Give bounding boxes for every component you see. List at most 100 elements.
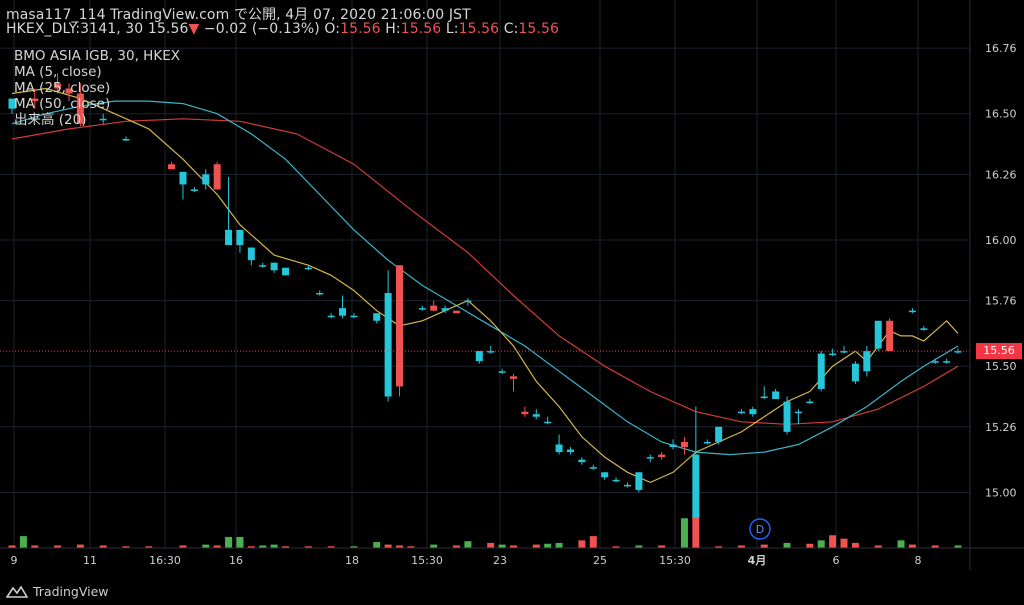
volume-bar bbox=[612, 546, 620, 548]
tradingview-logo-icon bbox=[6, 585, 28, 598]
candle-body bbox=[236, 229, 244, 246]
legend-ma50[interactable]: MA (50, close) bbox=[14, 96, 111, 112]
candle-body bbox=[931, 361, 939, 363]
candle-body bbox=[339, 308, 347, 316]
open-value: 15.56 bbox=[340, 21, 381, 37]
ma5-line bbox=[11, 87, 959, 484]
legend-title[interactable]: BMO ASIA IGB, 30, HKEX bbox=[14, 48, 180, 64]
low-label: L: bbox=[445, 21, 459, 37]
ma25-line bbox=[11, 100, 959, 456]
candle-body bbox=[247, 247, 255, 261]
candle-body bbox=[270, 262, 278, 271]
ma50-line bbox=[11, 118, 959, 425]
symbol: HKEX_DLY:3141, 30 bbox=[6, 21, 144, 37]
volume-bar bbox=[589, 536, 597, 548]
volume-bar bbox=[829, 535, 837, 548]
volume-bar bbox=[76, 544, 84, 548]
x-tick-label: 16 bbox=[229, 554, 243, 567]
candle-body bbox=[54, 83, 62, 89]
volume-bar bbox=[179, 545, 187, 548]
candle-body bbox=[99, 118, 107, 121]
candle-body bbox=[521, 411, 529, 415]
volume-bars bbox=[8, 514, 962, 548]
volume-bar bbox=[122, 546, 130, 548]
candle-body bbox=[806, 401, 814, 404]
x-tick-label: 8 bbox=[915, 554, 922, 567]
publish-info: masa117_114 TradingView.com で公開, 4月 07, … bbox=[6, 7, 471, 23]
volume-bar bbox=[259, 545, 267, 548]
legend-ma5[interactable]: MA (5, close) bbox=[14, 64, 102, 80]
candle-body bbox=[840, 351, 848, 353]
candle-body bbox=[168, 164, 176, 170]
volume-bar bbox=[350, 546, 358, 548]
volume-bar bbox=[840, 538, 848, 548]
volume-bar bbox=[373, 542, 381, 548]
footer-brand[interactable]: TradingView bbox=[6, 584, 109, 599]
volume-bar bbox=[99, 545, 107, 548]
volume-bar bbox=[532, 544, 540, 548]
y-tick-label: 16.76 bbox=[985, 42, 1017, 55]
candle-body bbox=[692, 454, 700, 518]
low-value: 15.56 bbox=[458, 21, 500, 37]
volume-bar bbox=[806, 543, 814, 548]
x-tick-label: 16:30 bbox=[149, 554, 181, 567]
volume-bar bbox=[908, 544, 916, 548]
close-label: C: bbox=[503, 21, 519, 37]
candle-body bbox=[715, 426, 723, 442]
volume-bar bbox=[487, 542, 495, 548]
candle-body bbox=[829, 353, 837, 356]
volume-bar bbox=[145, 546, 153, 548]
candle-body bbox=[76, 93, 84, 124]
volume-bar bbox=[897, 540, 905, 548]
volume-bar bbox=[213, 545, 221, 548]
candles bbox=[0, 73, 970, 518]
candle-body bbox=[259, 265, 267, 267]
candle-body bbox=[635, 472, 643, 490]
volume-bar bbox=[396, 545, 404, 548]
candle-body bbox=[680, 441, 688, 448]
volume-bar bbox=[430, 544, 438, 548]
candle-body bbox=[213, 164, 221, 190]
x-tick-label: 15:30 bbox=[411, 554, 443, 567]
candle-body bbox=[886, 320, 894, 352]
candle-body bbox=[441, 308, 449, 311]
volume-bar bbox=[407, 546, 415, 548]
candle-body bbox=[8, 98, 16, 109]
x-tick-label: 18 bbox=[345, 554, 359, 567]
x-tick-label: 25 bbox=[593, 554, 607, 567]
candle-body bbox=[373, 313, 381, 321]
candle-body bbox=[225, 229, 233, 246]
candle-body bbox=[202, 174, 210, 185]
volume-bar bbox=[270, 544, 278, 548]
last-price: 15.56 bbox=[147, 21, 189, 37]
brand-name: TradingView bbox=[33, 584, 109, 599]
candle-body bbox=[669, 444, 677, 448]
last-price-label: 15.56 bbox=[976, 343, 1022, 360]
candle-body bbox=[555, 444, 563, 453]
candle-body bbox=[475, 351, 483, 362]
volume-bar bbox=[578, 540, 586, 548]
x-tick-label: 15:30 bbox=[659, 554, 691, 567]
candle-body bbox=[487, 351, 495, 353]
volume-bar bbox=[817, 540, 825, 548]
volume-bar bbox=[760, 544, 768, 548]
volume-bar bbox=[236, 536, 244, 548]
volume-bar bbox=[498, 544, 506, 548]
legend-ma25[interactable]: MA (25, close) bbox=[14, 80, 111, 96]
volume-bar bbox=[954, 545, 962, 548]
candle-body bbox=[589, 467, 597, 469]
volume-bar bbox=[658, 545, 666, 548]
high-label: H: bbox=[385, 21, 401, 37]
y-tick-label: 16.00 bbox=[985, 234, 1017, 247]
candle-body bbox=[749, 409, 757, 415]
candle-body bbox=[179, 171, 187, 185]
candle-body bbox=[783, 401, 791, 432]
volume-bar bbox=[851, 542, 859, 548]
candle-body bbox=[509, 376, 517, 379]
volume-bar bbox=[247, 546, 255, 548]
volume-bar bbox=[327, 546, 335, 548]
legend-volume[interactable]: 出来高 (20) bbox=[14, 112, 87, 128]
candle-body bbox=[430, 305, 438, 311]
candle-body bbox=[612, 479, 620, 482]
